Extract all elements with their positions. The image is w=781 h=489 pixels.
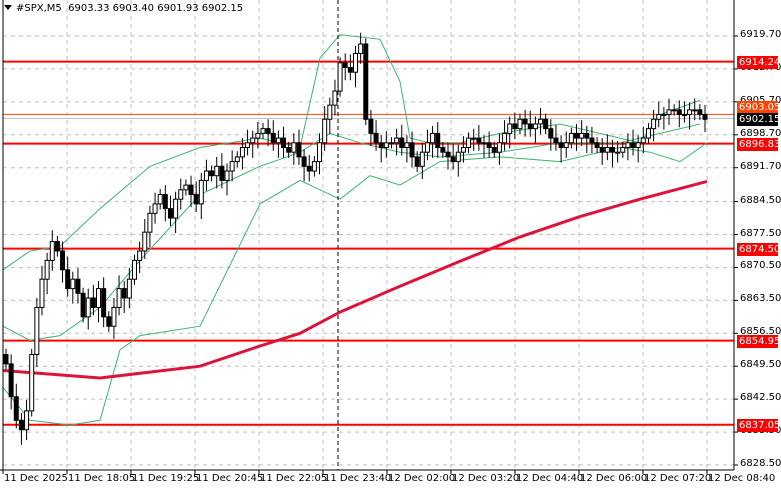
level-price-tag: 6854.95 (737, 334, 781, 348)
level-price-tag: 6896.83 (737, 137, 781, 151)
price-tick-label: 6849.50 (740, 359, 781, 371)
moving-average (2, 179, 708, 380)
current-price-tag: 6902.15 (737, 112, 781, 126)
time-tick-label: 12 Dec 08:40 (708, 473, 776, 484)
time-tick-label: 12 Dec 07:20 (644, 473, 712, 484)
price-axis-ticks (734, 35, 738, 466)
price-tick-label: 6905.70 (740, 95, 781, 106)
time-tick-label: 12 Dec 02:00 (388, 473, 456, 484)
price-tick-label: 6919.70 (740, 29, 781, 40)
level-price-tag: 6837.05 (737, 418, 781, 432)
price-tick-label: 6877.50 (740, 227, 781, 239)
level-price-tag: 6874.50 (737, 242, 781, 256)
chart-header: #SPX,M5 6903.33 6903.40 6901.93 6902.15 (4, 3, 243, 14)
horizontal-levels (3, 60, 734, 426)
price-tick-label: 6891.70 (740, 160, 781, 172)
price-tick-label: 6863.50 (740, 293, 781, 305)
dropdown-triangle-icon[interactable] (4, 5, 12, 10)
price-tick-label: 6898.70 (740, 127, 781, 139)
time-axis-ticks (2, 470, 708, 474)
ohlc-values: 6903.33 6903.40 6901.93 6902.15 (68, 3, 244, 14)
time-tick-label: 11 Dec 18:05 (68, 473, 136, 484)
level-price-tag: 6914.24 (737, 55, 781, 69)
time-tick-label: 12 Dec 06:00 (580, 473, 648, 484)
ask-price-tag: 6903.05 (737, 101, 781, 115)
time-tick-label: 11 Dec 20:45 (196, 473, 264, 484)
price-tick-label: 6828.50 (740, 458, 781, 469)
symbol-label: #SPX,M5 (16, 3, 62, 14)
time-tick-label: 11 Dec 2025 (4, 473, 68, 484)
price-tick-label: 6884.50 (740, 194, 781, 206)
time-tick-label: 11 Dec 22:05 (260, 473, 328, 484)
chart-grid (3, 0, 734, 470)
candlesticks (3, 32, 708, 445)
time-tick-label: 12 Dec 03:20 (452, 473, 520, 484)
price-tick-label: 6856.50 (740, 326, 781, 338)
price-tick-label: 6842.50 (740, 392, 781, 404)
price-tick-label: 6870.50 (740, 260, 781, 272)
time-tick-label: 11 Dec 19:25 (132, 473, 200, 484)
time-tick-label: 12 Dec 04:40 (516, 473, 584, 484)
time-tick-label: 11 Dec 23:40 (324, 473, 392, 484)
